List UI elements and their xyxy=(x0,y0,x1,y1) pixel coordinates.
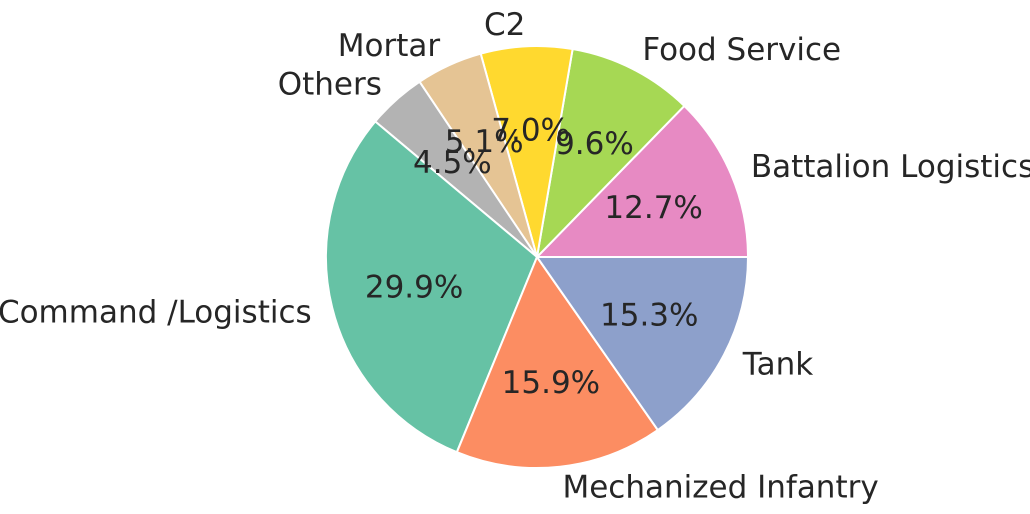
pct-label-c2: 7.0% xyxy=(491,113,570,149)
pct-label-tank: 15.3% xyxy=(600,298,698,334)
category-label-command-logistics: Command /Logistics xyxy=(0,295,312,331)
pct-label-mortar: 5.1% xyxy=(445,124,524,160)
pie-slice-command-logistics xyxy=(325,120,538,454)
category-labels: Battalion Logistics Food Service C2 MortarO… xyxy=(0,7,1030,506)
pie-slice-food-service xyxy=(536,48,686,258)
category-label-c2: C2 xyxy=(484,7,525,43)
percentage-labels: 12.7% 9.6%7.0%5.1%4.5% 29.9% 15.9%15.3% xyxy=(365,113,703,401)
pct-label-battalion-logistics: 12.7% xyxy=(604,190,702,226)
pct-label-food-service: 9.6% xyxy=(555,126,634,162)
category-label-others: Others xyxy=(278,66,382,102)
category-label-food-service: Food Service xyxy=(642,32,841,68)
category-label-tank: Tank xyxy=(742,346,813,382)
pie-slice-battalion-logistics xyxy=(536,104,749,258)
pie-slice-mechanized-infantry xyxy=(455,256,659,469)
pie-slice-tank xyxy=(536,256,749,432)
pie-slices xyxy=(325,45,749,469)
category-label-mortar: Mortar xyxy=(338,28,441,64)
pct-label-others: 4.5% xyxy=(413,145,492,181)
pct-label-mechanized-infantry: 15.9% xyxy=(502,365,600,401)
pct-label-command-logistics: 29.9% xyxy=(365,269,463,305)
category-label-battalion-logistics: Battalion Logistics xyxy=(751,149,1030,185)
category-label-mechanized-infantry: Mechanized Infantry xyxy=(562,470,878,506)
